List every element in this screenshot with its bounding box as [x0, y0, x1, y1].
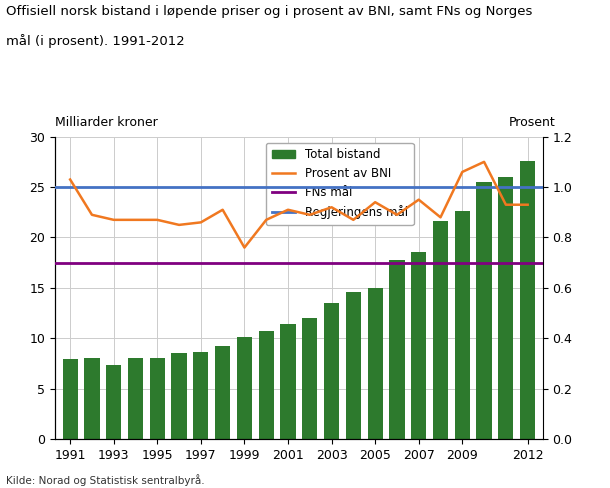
- Legend: Total bistand, Prosent av BNI, FNs mål, Regjeringens mål: Total bistand, Prosent av BNI, FNs mål, …: [266, 142, 414, 225]
- Bar: [498, 177, 514, 439]
- Bar: [389, 260, 404, 439]
- Bar: [433, 222, 448, 439]
- Bar: [302, 318, 317, 439]
- Bar: [171, 353, 187, 439]
- Bar: [476, 182, 492, 439]
- Bar: [149, 358, 165, 439]
- Bar: [281, 324, 296, 439]
- Text: Milliarder kroner: Milliarder kroner: [55, 116, 157, 129]
- Bar: [411, 252, 426, 439]
- Text: mål (i prosent). 1991-2012: mål (i prosent). 1991-2012: [6, 34, 185, 48]
- Bar: [454, 211, 470, 439]
- Bar: [520, 161, 536, 439]
- Bar: [346, 292, 361, 439]
- Bar: [128, 358, 143, 439]
- Text: Kilde: Norad og Statistisk sentralbyrå.: Kilde: Norad og Statistisk sentralbyrå.: [6, 474, 205, 486]
- Bar: [259, 331, 274, 439]
- Bar: [215, 346, 231, 439]
- Text: Offisiell norsk bistand i løpende priser og i prosent av BNI, samt FNs og Norges: Offisiell norsk bistand i løpende priser…: [6, 5, 533, 18]
- Bar: [63, 359, 78, 439]
- Bar: [193, 352, 209, 439]
- Text: Prosent: Prosent: [508, 116, 555, 129]
- Bar: [237, 337, 252, 439]
- Bar: [84, 358, 99, 439]
- Bar: [106, 365, 121, 439]
- Bar: [368, 288, 383, 439]
- Bar: [324, 303, 339, 439]
